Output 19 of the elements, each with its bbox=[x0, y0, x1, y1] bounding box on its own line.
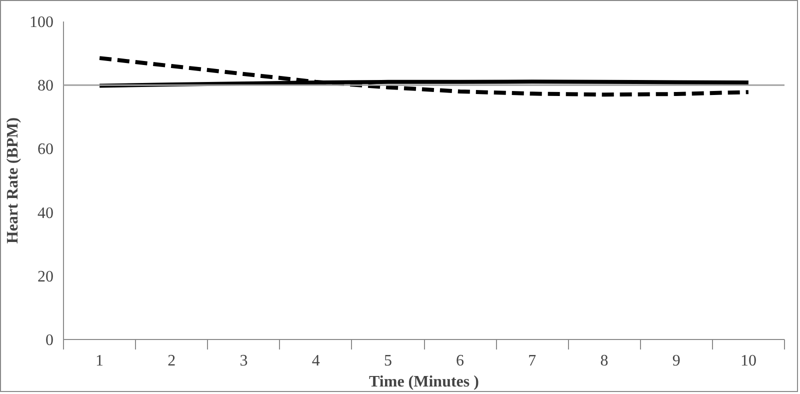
x-tick-label: 3 bbox=[240, 352, 248, 370]
x-tick-label: 5 bbox=[384, 352, 392, 370]
x-tick-label: 9 bbox=[672, 352, 680, 370]
y-tick-label: 20 bbox=[38, 268, 54, 286]
y-tick-label: 40 bbox=[38, 204, 54, 222]
y-tick-label: 80 bbox=[38, 78, 54, 95]
line-series bbox=[98, 56, 750, 97]
x-tick-label: 4 bbox=[312, 352, 320, 370]
y-tick-label: 0 bbox=[46, 332, 54, 349]
y-tick-label: 100 bbox=[30, 14, 54, 31]
y-axis-title: Heart Rate (BPM) bbox=[4, 117, 22, 244]
x-tick-label: 7 bbox=[528, 352, 536, 370]
x-tick-label: 8 bbox=[600, 352, 608, 370]
x-axis-title: Time (Minutes ) bbox=[369, 374, 479, 390]
x-tick-label: 1 bbox=[96, 352, 104, 370]
x-tick-label: 6 bbox=[456, 352, 464, 370]
y-tick-label: 60 bbox=[38, 141, 54, 158]
x-tick-label: 2 bbox=[168, 352, 176, 370]
x-tick-label: 10 bbox=[740, 352, 756, 370]
